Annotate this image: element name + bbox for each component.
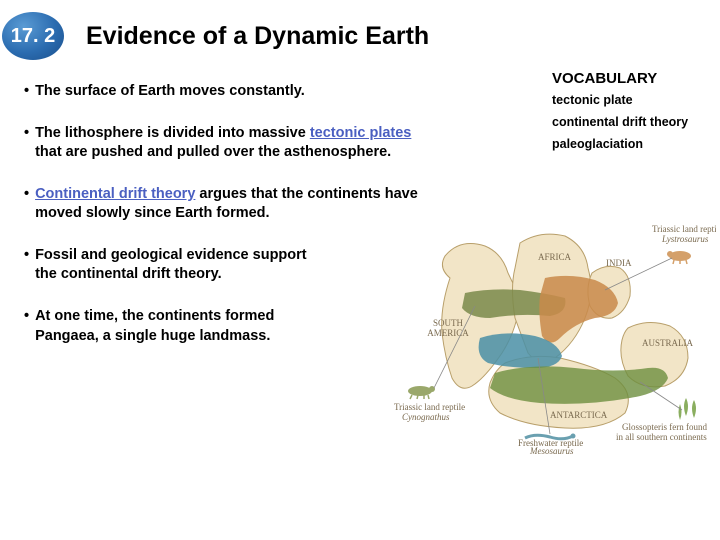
bullet-item: • Fossil and geological evidence support… <box>24 246 324 285</box>
lystrosaurus-icon <box>667 251 691 264</box>
label-south-america-1: SOUTH <box>433 318 464 328</box>
vocab-term: tectonic plate <box>552 93 706 107</box>
bullet-dot-icon: • <box>24 124 29 163</box>
bullet-text: Fossil and geological evidence support t… <box>35 246 324 285</box>
bullet-pre: The lithosphere is divided into massive <box>35 125 310 141</box>
pangaea-fossil-figure: AFRICA INDIA SOUTH AMERICA ANTARCTICA AU… <box>390 218 716 454</box>
bullet-dot-icon: • <box>24 307 29 346</box>
glossopteris-band <box>490 366 668 403</box>
bullet-text: The surface of Earth moves constantly. <box>35 82 305 102</box>
bullet-text: Continental drift theory argues that the… <box>35 185 424 224</box>
label-lystro-name: Lystrosaurus <box>661 234 709 244</box>
term-link-continental-drift[interactable]: Continental drift theory <box>35 186 195 202</box>
vocab-term: continental drift theory <box>552 115 706 129</box>
page-title: Evidence of a Dynamic Earth <box>86 22 429 51</box>
bullet-dot-icon: • <box>24 185 29 224</box>
label-cyno-title: Triassic land reptile <box>394 402 465 412</box>
bullet-dot-icon: • <box>24 246 29 285</box>
label-australia: AUSTRALIA <box>642 338 693 348</box>
cynognathus-icon <box>408 386 435 399</box>
section-number-badge: 17. 2 <box>2 12 64 60</box>
section-number: 17. 2 <box>11 25 55 48</box>
bullet-dot-icon: • <box>24 82 29 102</box>
vocabulary-heading: VOCABULARY <box>552 70 706 87</box>
bullet-pre: Fossil and geological evidence support t… <box>35 247 307 283</box>
label-antarctica: ANTARCTICA <box>550 410 608 420</box>
bullet-item: • The lithosphere is divided into massiv… <box>24 124 424 163</box>
bullet-item: • At one time, the continents formed Pan… <box>24 307 314 346</box>
label-meso-name: Mesosaurus <box>529 446 574 454</box>
bullet-item: • The surface of Earth moves constantly. <box>24 82 424 102</box>
label-lystro-title: Triassic land reptile <box>652 224 716 234</box>
label-gloss-1: Glossopteris fern found <box>622 422 707 432</box>
label-india: INDIA <box>606 258 632 268</box>
bullet-pre: At one time, the continents formed Panga… <box>35 308 274 344</box>
term-link-tectonic-plates[interactable]: tectonic plates <box>310 125 412 141</box>
bullet-item: • Continental drift theory argues that t… <box>24 185 424 224</box>
label-south-america-2: AMERICA <box>427 328 469 338</box>
bullet-text: The lithosphere is divided into massive … <box>35 124 424 163</box>
bullet-text: At one time, the continents formed Panga… <box>35 307 314 346</box>
bullet-pre: The surface of Earth moves constantly. <box>35 83 305 99</box>
bullet-post: that are pushed and pulled over the asth… <box>35 144 391 160</box>
vocabulary-box: VOCABULARY tectonic plate continental dr… <box>552 70 706 159</box>
label-cyno-name: Cynognathus <box>402 412 450 422</box>
label-gloss-2: in all southern continents <box>616 432 707 442</box>
label-africa: AFRICA <box>538 252 572 262</box>
vocab-term: paleoglaciation <box>552 137 706 151</box>
bullet-list: • The surface of Earth moves constantly.… <box>24 82 424 346</box>
